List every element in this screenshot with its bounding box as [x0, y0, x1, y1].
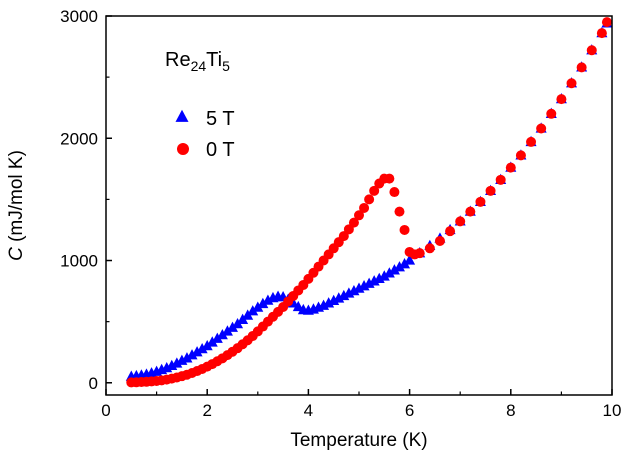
y-tick-label: 2000: [60, 129, 98, 148]
compound-sub2: 5: [222, 58, 230, 74]
data-point-0t: [354, 210, 364, 221]
x-tick-label: 6: [405, 401, 414, 420]
data-point-0t: [546, 108, 557, 119]
data-point-5t: [378, 270, 390, 281]
data-point-0t: [465, 206, 476, 217]
data-point-0t: [475, 196, 486, 207]
data-point-0t: [566, 78, 577, 89]
legend: 5 T 0 T: [175, 108, 235, 161]
data-point-5t: [171, 357, 183, 368]
axis-ticks: [105, 15, 613, 395]
data-point-5t: [383, 267, 395, 278]
data-point-0t: [485, 185, 496, 196]
data-point-0t: [515, 150, 526, 161]
data-point-5t: [191, 346, 203, 357]
y-tick-label: 3000: [60, 7, 98, 26]
x-tick-label: 8: [506, 401, 515, 420]
data-point-5t: [393, 261, 405, 272]
data-point-0t: [586, 45, 597, 56]
data-point-5t: [399, 258, 411, 269]
data-point-0t: [536, 123, 547, 134]
y-tick-label: 1000: [60, 252, 98, 271]
data-point-0t: [364, 194, 375, 205]
legend-marker-5t: [175, 109, 189, 122]
series-0t: [126, 17, 612, 388]
data-point-5t: [388, 264, 400, 275]
data-point-0t: [394, 206, 405, 217]
data-point-0t: [384, 173, 395, 184]
data-point-0t: [526, 136, 537, 147]
data-point-0t: [601, 17, 612, 28]
x-tick-label: 4: [304, 401, 313, 420]
compound-mid: Ti: [206, 49, 222, 71]
compound-base: Re: [165, 49, 191, 71]
data-point-0t: [576, 62, 587, 73]
data-point-0t: [455, 216, 466, 227]
legend-marker-0t: [177, 143, 189, 155]
legend-label-5t: 5 T: [206, 108, 235, 130]
plot-frame: [105, 15, 613, 396]
data-point-5t: [196, 343, 208, 354]
x-axis-title: Temperature (K): [290, 430, 427, 451]
x-tick-label: 0: [101, 401, 110, 420]
data-point-5t: [186, 349, 198, 360]
y-axis-title: C (mJ/mol K): [6, 150, 27, 261]
y-axis-symbol: C: [6, 247, 27, 261]
data-point-0t: [414, 248, 425, 259]
data-point-0t: [445, 226, 456, 237]
data-point-0t: [424, 243, 435, 254]
data-point-0t: [389, 187, 400, 198]
legend-label-0t: 0 T: [206, 139, 235, 161]
y-axis-units: (mJ/mol K): [6, 150, 27, 247]
compound-label: Re24Ti5: [165, 49, 230, 74]
data-point-0t: [556, 94, 567, 105]
data-point-5t: [237, 313, 249, 324]
data-point-0t: [596, 28, 607, 39]
data-point-5t: [247, 305, 259, 316]
data-point-0t: [348, 217, 359, 228]
data-point-0t: [495, 174, 506, 185]
data-point-5t: [211, 332, 223, 343]
data-point-5t: [201, 339, 213, 351]
data-point-0t: [399, 224, 410, 235]
data-point-5t: [216, 328, 228, 340]
data-point-5t: [181, 352, 193, 363]
data-point-5t: [206, 336, 218, 347]
data-point-5t: [404, 254, 416, 265]
data-point-5t: [227, 321, 238, 332]
x-tick-label: 10: [603, 401, 622, 420]
data-point-5t: [232, 317, 244, 329]
data-point-5t: [242, 309, 254, 320]
y-tick-label: 0: [89, 374, 98, 393]
data-point-0t: [505, 162, 516, 173]
data-point-5t: [221, 325, 233, 336]
data-point-0t: [369, 185, 380, 196]
data-point-0t: [434, 235, 445, 246]
data-point-0t: [359, 202, 370, 213]
compound-sub1: 24: [191, 58, 207, 74]
data-point-5t: [252, 301, 264, 312]
data-marks: [125, 17, 613, 388]
data-point-5t: [257, 297, 269, 309]
x-tick-label: 2: [202, 401, 211, 420]
